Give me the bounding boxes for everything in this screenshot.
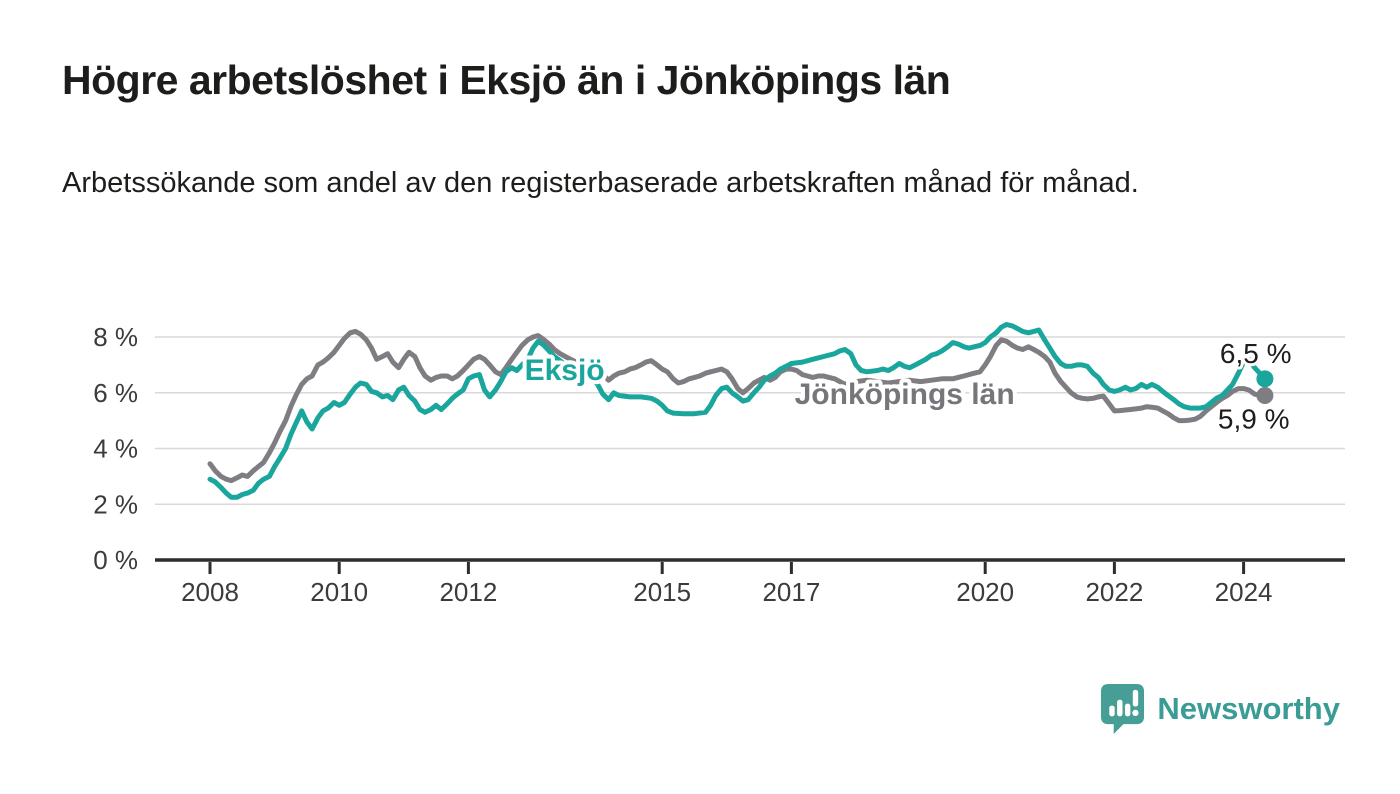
x-axis-label: 2017 xyxy=(762,577,820,607)
end-value-label-eksjo: 6,5 % xyxy=(1220,338,1292,369)
brand-wordmark: Newsworthy xyxy=(1157,690,1340,726)
x-axis-label: 2020 xyxy=(956,577,1014,607)
end-dot-jonkopings-lan xyxy=(1256,387,1274,405)
x-axis-label: 2008 xyxy=(181,577,239,607)
x-axis-label: 2015 xyxy=(633,577,691,607)
x-axis-label: 2024 xyxy=(1215,577,1273,607)
y-axis-label: 2 % xyxy=(93,489,138,519)
bar-chart-speech-bubble-icon xyxy=(1101,684,1145,734)
x-axis-label: 2010 xyxy=(310,577,368,607)
series-line-eksjo xyxy=(207,322,1268,500)
page-title: Högre arbetslöshet i Eksjö än i Jönköpin… xyxy=(62,57,951,103)
chart-subtitle: Arbetssökande som andel av den registerb… xyxy=(62,167,1139,199)
x-axis-label: 2012 xyxy=(439,577,497,607)
end-dot-eksjo xyxy=(1256,370,1274,388)
y-axis-label: 8 % xyxy=(93,322,138,352)
series-label-eksjo: Eksjö xyxy=(525,354,605,387)
series-line-jonkopings-lan xyxy=(207,328,1268,484)
y-axis-label: 0 % xyxy=(93,545,138,575)
x-axis-label: 2022 xyxy=(1085,577,1143,607)
y-axis-label: 4 % xyxy=(93,434,138,464)
y-axis-label: 6 % xyxy=(93,378,138,408)
series-label-jonkopings-lan: Jönköpings län xyxy=(795,378,1015,411)
end-value-label-jonkopings-lan: 5,9 % xyxy=(1218,404,1290,435)
newsworthy-logo[interactable]: Newsworthy xyxy=(1099,682,1340,735)
